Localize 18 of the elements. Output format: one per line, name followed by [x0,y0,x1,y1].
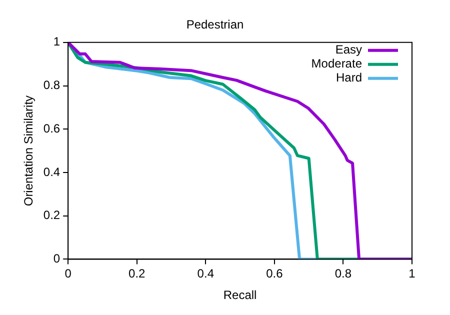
y-tick-label: 0 [53,252,60,266]
legend-label: Moderate [311,56,362,71]
x-tick-label: 0.6 [266,266,284,281]
y-tick-label: 1 [53,34,60,49]
legend-label: Easy [335,42,362,57]
x-tick-label: 0.4 [197,266,214,281]
x-tick-label: 1 [408,266,416,281]
y-tick-label: 0.4 [43,164,60,179]
chart-title: Pedestrian [186,18,244,32]
y-tick-label: 0.2 [43,208,60,222]
legend-label: Hard [336,70,362,85]
y-tick-label: 0.8 [43,78,60,92]
x-tick-label: 0.8 [334,266,352,281]
y-axis-title: Orientation Similarity [22,95,36,206]
x-tick-label: 0.2 [128,266,146,281]
x-axis-title: Recall [223,288,257,302]
x-tick-label: 0 [64,266,72,281]
y-tick-label: 0.6 [43,121,60,136]
